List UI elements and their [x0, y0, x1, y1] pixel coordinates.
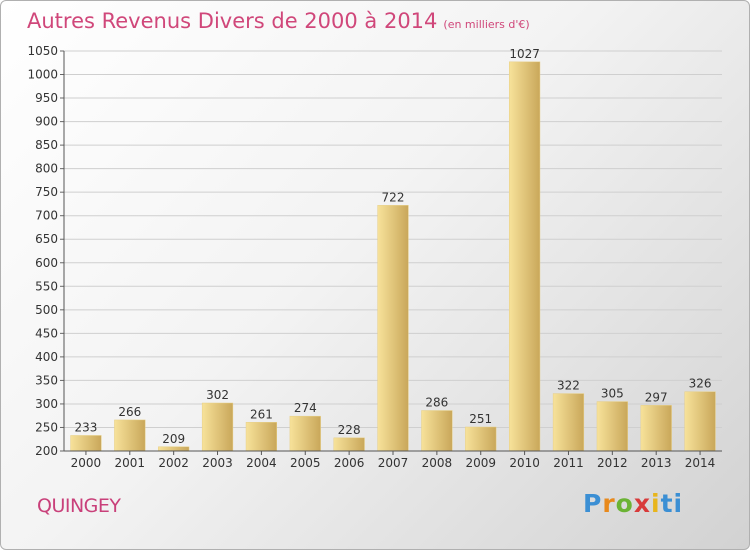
y-tick-label: 700: [35, 209, 58, 223]
value-label-2005: 274: [294, 401, 317, 415]
proxiti-logo: Proxiti: [583, 489, 683, 518]
value-label-2000: 233: [74, 420, 97, 434]
value-label-2002: 209: [162, 432, 185, 446]
y-tick-label: 1000: [27, 68, 58, 82]
x-tick-label-2000: 2000: [71, 456, 102, 470]
x-tick-label-2007: 2007: [378, 456, 409, 470]
x-tick-label-2013: 2013: [641, 456, 672, 470]
x-tick-label-2009: 2009: [465, 456, 496, 470]
bar-2000: [70, 435, 102, 452]
bar-2003: [201, 402, 234, 452]
x-tick-label-2011: 2011: [553, 456, 584, 470]
value-label-2012: 305: [601, 387, 624, 401]
logo-letter: o: [615, 489, 634, 518]
bar-2010: [508, 61, 541, 452]
chart-title-main: Autres Revenus Divers de 2000 à 2014: [27, 9, 438, 33]
y-tick-label: 350: [35, 373, 58, 387]
value-label-2007: 722: [382, 190, 405, 204]
x-tick-label-2004: 2004: [246, 456, 277, 470]
y-tick-label: 400: [35, 350, 58, 364]
bar-2009: [465, 426, 497, 452]
chart-title: Autres Revenus Divers de 2000 à 2014 (en …: [27, 9, 530, 33]
y-tick-label: 800: [35, 162, 58, 176]
y-tick-label: 300: [35, 397, 58, 411]
x-tick-label-2008: 2008: [422, 456, 453, 470]
value-label-2004: 261: [250, 407, 273, 421]
chart-title-unit: (en milliers d'€): [443, 18, 530, 31]
y-tick-label: 900: [35, 115, 58, 129]
bar-2005: [289, 415, 321, 452]
bar-2008: [421, 410, 453, 452]
y-tick-label: 850: [35, 138, 58, 152]
value-label-2014: 326: [689, 377, 712, 391]
value-label-2011: 322: [557, 379, 580, 393]
bar-2002: [158, 446, 190, 452]
value-label-2003: 302: [206, 388, 229, 402]
bar-2011: [552, 393, 585, 452]
bar-2001: [114, 419, 146, 452]
bar-2012: [596, 401, 628, 452]
bars: [70, 61, 716, 452]
y-tick-label: 450: [35, 326, 58, 340]
x-tick-label-2002: 2002: [158, 456, 189, 470]
value-label-2013: 297: [645, 390, 668, 404]
value-label-2010: 1027: [509, 47, 540, 61]
y-tick-label: 950: [35, 91, 58, 105]
commune-name: QUINGEY: [37, 495, 121, 517]
x-tick-label-2014: 2014: [685, 456, 716, 470]
logo-letter: i: [651, 489, 661, 518]
x-tick-label-2006: 2006: [334, 456, 365, 470]
x-tick-label-2010: 2010: [509, 456, 540, 470]
bar-2007: [377, 205, 409, 452]
y-tick-label: 550: [35, 279, 58, 293]
logo-letter: x: [633, 489, 651, 518]
bar-2006: [333, 437, 365, 452]
y-tick-label: 200: [35, 444, 58, 458]
value-label-2001: 266: [118, 405, 141, 419]
y-axis-ticks: 200 250 300 350 400 450 500 550 600 650 700 750 800 8…: [27, 44, 65, 458]
value-label-2009: 251: [469, 412, 492, 426]
y-tick-label: 650: [35, 232, 58, 246]
bar-2013: [640, 405, 672, 452]
y-tick-label: 1050: [27, 44, 58, 58]
bar-2014: [684, 391, 716, 452]
x-tick-label-2012: 2012: [597, 456, 628, 470]
y-tick-label: 750: [35, 185, 58, 199]
logo-letter: P: [583, 489, 603, 518]
y-tick-label: 250: [35, 420, 58, 434]
value-label-2006: 228: [338, 423, 361, 437]
logo-letter: i: [673, 489, 684, 518]
value-labels: 233 266 209 302 261 274 228 722 286 251 1027 322 305…: [74, 47, 711, 446]
logo-letter: t: [660, 489, 674, 518]
bar-2004: [245, 422, 278, 452]
y-tick-label: 500: [35, 303, 58, 317]
value-label-2008: 286: [425, 396, 448, 410]
logo-letter: r: [602, 489, 616, 518]
x-tick-label-2001: 2001: [115, 456, 146, 470]
x-axis-ticks: 2000 2001 2002 2003 2004 2005 2006 2007 2008 2009…: [64, 450, 722, 470]
x-tick-label-2005: 2005: [290, 456, 321, 470]
y-tick-label: 600: [35, 256, 58, 270]
x-tick-label-2003: 2003: [202, 456, 233, 470]
